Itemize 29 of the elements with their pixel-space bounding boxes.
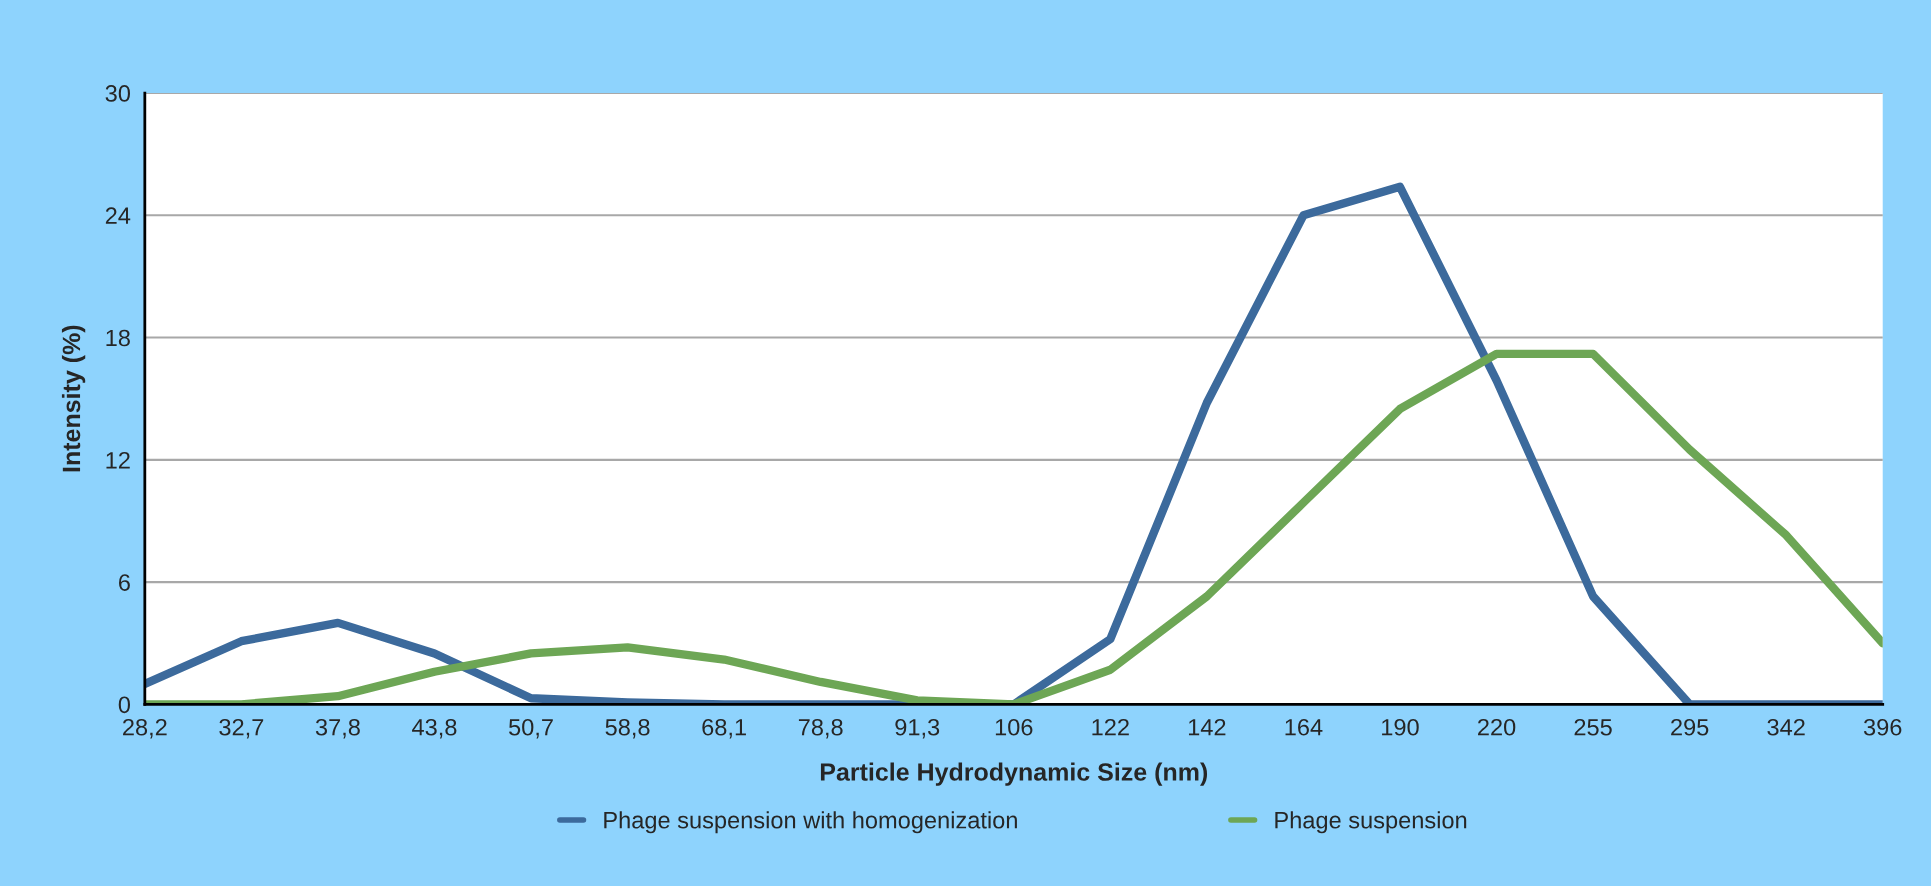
x-tick-label: 190 <box>1382 718 1419 736</box>
x-tick-label: 78,8 <box>798 718 843 739</box>
y-tick-label: 24 <box>105 207 131 224</box>
y-tick-label: 6 <box>119 574 130 591</box>
x-tick-label: 122 <box>1092 718 1129 736</box>
x-tick-label: 396 <box>1863 718 1902 736</box>
y-tick-label: 12 <box>106 451 130 469</box>
x-tick-label: 164 <box>1285 718 1323 736</box>
legend-label: Phage suspension with homogenization <box>604 811 1017 834</box>
y-tick-label: 30 <box>105 85 131 102</box>
x-tick-label: 295 <box>1671 718 1709 736</box>
x-axis-title: Particle Hydrodynamic Size (nm) <box>820 762 1208 786</box>
x-tick-label: 43,8 <box>412 718 457 739</box>
y-axis-title: Intensity (%) <box>61 325 86 472</box>
y-tick-label: 0 <box>118 696 131 714</box>
x-tick-label: 50,7 <box>508 718 553 739</box>
x-tick-label: 68,1 <box>702 718 746 739</box>
y-tick-label: 18 <box>106 329 130 347</box>
x-tick-label: 255 <box>1574 718 1612 736</box>
x-tick-label: 58,8 <box>605 718 650 739</box>
legend-label: Phage suspension <box>1275 811 1467 834</box>
x-tick-label: 106 <box>995 718 1033 736</box>
x-tick-label: 142 <box>1188 718 1226 736</box>
x-tick-label: 28,2 <box>123 718 167 739</box>
x-tick-label: 220 <box>1478 718 1516 736</box>
x-tick-label: 37,8 <box>315 718 360 739</box>
x-tick-label: 32,7 <box>219 718 264 739</box>
x-tick-label: 91,3 <box>895 718 940 739</box>
x-tick-label: 342 <box>1767 718 1805 736</box>
